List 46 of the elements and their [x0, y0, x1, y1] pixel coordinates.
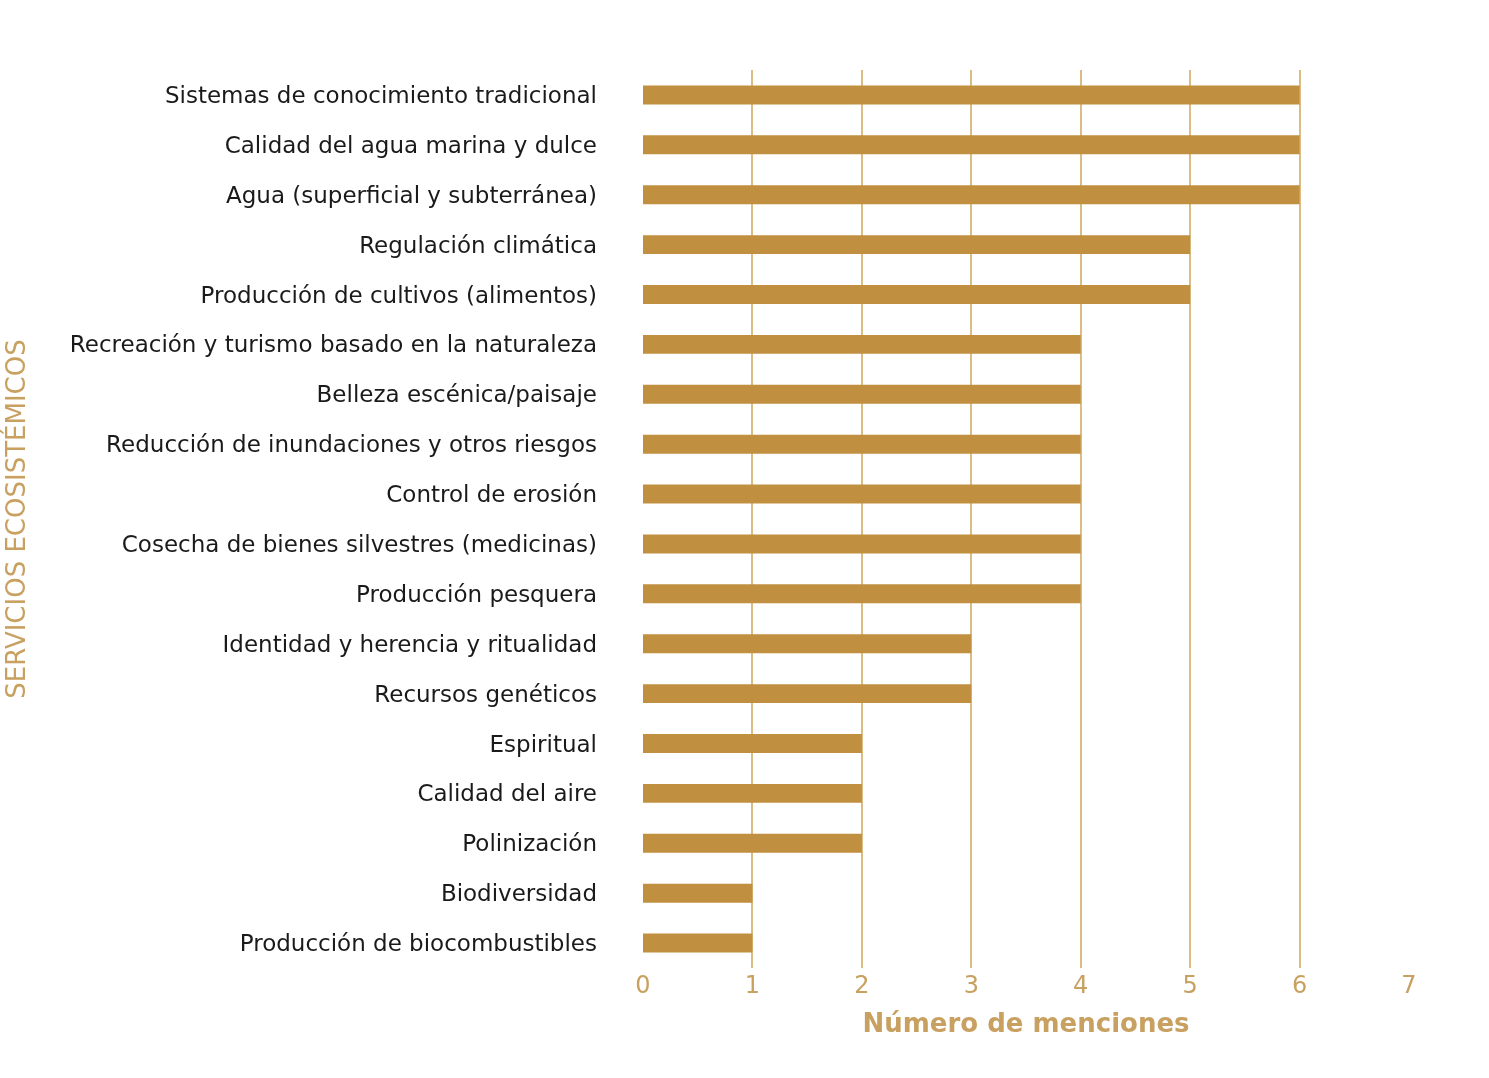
y-tick-label: Espiritual: [489, 730, 597, 757]
y-tick-label: Producción pesquera: [356, 580, 597, 607]
bar: [643, 484, 1081, 504]
y-tick-label: Regulación climática: [359, 231, 597, 258]
bar: [643, 534, 1081, 554]
bar: [643, 135, 1300, 155]
x-tick-label: 0: [635, 971, 651, 999]
y-tick-label: Recreación y turismo basado en la naturaleza: [69, 331, 597, 358]
y-tick-label: Reducción de inundaciones y otros riesgos: [106, 431, 597, 458]
x-tick-label: 6: [1291, 971, 1308, 999]
bar: [643, 933, 753, 953]
bar: [643, 833, 862, 853]
y-tick-label: Cosecha de bienes silvestres (medicinas): [121, 530, 597, 557]
bar: [643, 434, 1081, 454]
x-axis-title: Número de menciones: [862, 1007, 1190, 1038]
bar: [643, 384, 1081, 404]
x-tick-label: 1: [744, 971, 761, 999]
y-tick-label: Biodiversidad: [440, 880, 597, 907]
x-tick-label: 4: [1073, 971, 1089, 999]
bar: [643, 734, 862, 753]
bar: [643, 783, 862, 803]
bar: [643, 584, 1081, 604]
y-tick-label: Polinización: [462, 830, 597, 857]
y-tick-label: Producción de cultivos (alimentos): [200, 281, 597, 308]
bar: [643, 85, 1300, 105]
y-tick-label: Agua (superficial y subterránea): [225, 181, 597, 208]
y-tick-label: Recursos genéticos: [374, 680, 597, 707]
x-tick-label: 5: [1182, 971, 1198, 999]
bar: [643, 334, 1081, 354]
y-tick-label: Calidad del agua marina y dulce: [224, 131, 597, 158]
y-tick-label: Sistemas de conocimiento tradicional: [164, 81, 597, 108]
y-tick-label: Calidad del aire: [417, 780, 597, 807]
bar: [643, 684, 972, 704]
y-tick-label: Producción de biocombustibles: [239, 930, 597, 957]
y-tick-label: Control de erosión: [386, 481, 597, 508]
y-axis-title: SERVICIOS ECOSISTÉMICOS: [0, 339, 31, 699]
y-tick-label: Belleza escénica/paisaje: [316, 381, 597, 408]
bar: [643, 634, 972, 654]
x-tick-label: 7: [1401, 971, 1417, 999]
x-tick-label: 2: [854, 971, 870, 999]
bar: [643, 185, 1300, 205]
bar: [643, 883, 753, 903]
x-tick-label: 3: [963, 971, 979, 999]
bar: [643, 235, 1191, 255]
bar: [643, 285, 1191, 304]
y-tick-label: Identidad y herencia y ritualidad: [222, 630, 597, 657]
